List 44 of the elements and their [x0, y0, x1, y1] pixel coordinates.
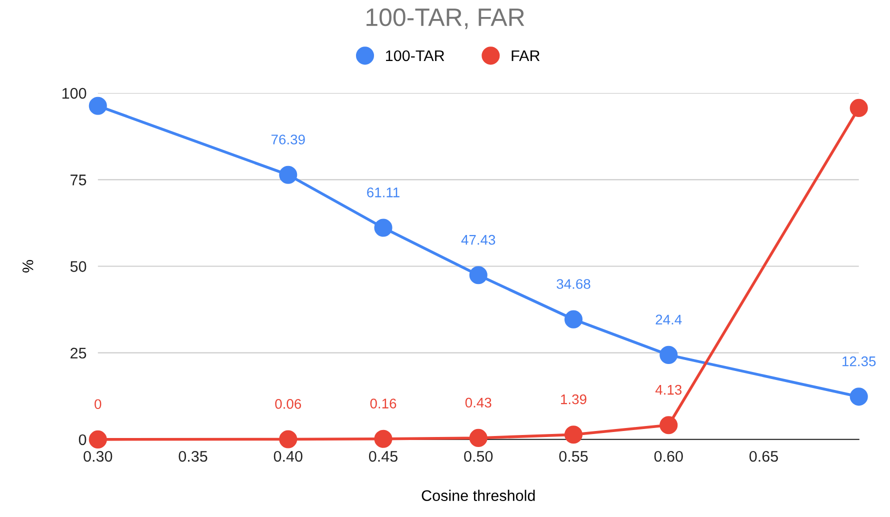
y-tick-label: 100: [62, 88, 86, 99]
data-label: 34.68: [556, 279, 590, 289]
x-tick-label: 0.60: [654, 450, 683, 462]
x-tick-label: 0.50: [464, 450, 493, 462]
y-tick-label: 0: [78, 434, 86, 446]
x-tick-label: 0.45: [368, 450, 398, 462]
point: [564, 426, 583, 444]
point: [850, 388, 868, 406]
point: [469, 428, 488, 447]
data-label: 76.39: [271, 134, 305, 144]
x-tick-label: 0.65: [749, 450, 778, 462]
data-label: 4.13: [655, 384, 682, 395]
x-tick-label: 0.35: [178, 450, 208, 462]
point: [88, 430, 107, 448]
point: [469, 266, 488, 284]
data-label: 12.35: [842, 356, 876, 366]
data-label: 24.4: [656, 314, 682, 324]
x-tick-label: 0.30: [84, 450, 112, 462]
point: [279, 166, 298, 184]
data-label: 0.06: [275, 398, 302, 409]
data-label: 0.43: [465, 398, 492, 408]
point: [374, 218, 392, 237]
x-axis-title: Cosine threshold: [422, 490, 535, 502]
y-tick-label: 50: [70, 261, 86, 272]
data-label: 61.11: [367, 188, 400, 198]
point: [850, 98, 868, 117]
point: [88, 96, 107, 115]
x-tick-label: 0.55: [559, 450, 588, 462]
chart-title: 100-TAR, FAR: [366, 8, 524, 30]
point: [564, 310, 583, 328]
y-axis-title: %: [22, 260, 34, 273]
legend-label: 100-TAR: [386, 50, 444, 62]
legend-label: FAR: [512, 50, 540, 62]
y-tick-label: 75: [70, 174, 86, 186]
x-tick-label: 0.40: [274, 450, 302, 462]
point: [660, 346, 678, 364]
point: [374, 430, 392, 448]
point: [279, 430, 298, 448]
y-tick-label: 25: [70, 348, 86, 359]
data-label: 0: [94, 399, 102, 410]
data-label: 1.39: [561, 394, 586, 404]
point: [660, 416, 678, 434]
data-label: 47.43: [461, 234, 496, 245]
data-label: 0.16: [370, 398, 396, 408]
